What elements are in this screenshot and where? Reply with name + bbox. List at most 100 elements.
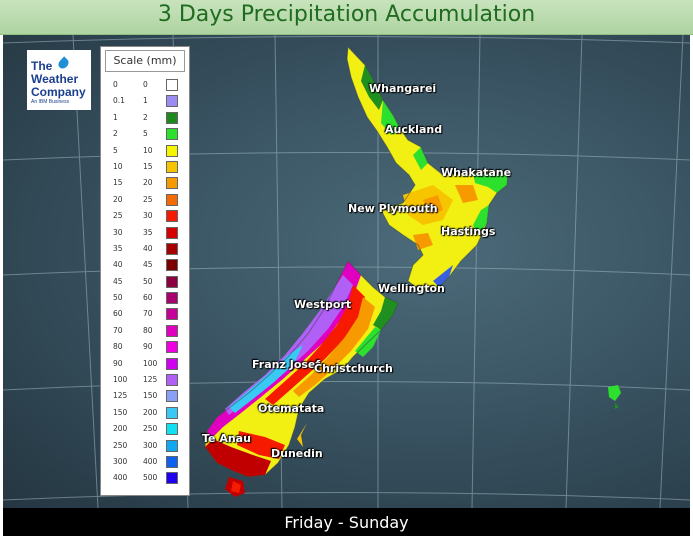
- scale-row-max: 25: [143, 194, 153, 204]
- scale-row-swatch: [166, 374, 178, 387]
- scale-row-swatch: [166, 226, 178, 239]
- scale-row: 300 400: [101, 454, 189, 470]
- scale-row-max: 1: [143, 96, 148, 106]
- scale-row-max: 400: [143, 456, 158, 466]
- scale-row-max: 5: [143, 129, 148, 139]
- scale-row-swatch: [166, 406, 178, 419]
- scale-row-swatch: [166, 324, 178, 337]
- scale-row-swatch: [166, 259, 178, 272]
- scale-row-swatch: [166, 423, 178, 436]
- scale-row-swatch: [166, 357, 178, 370]
- scale-row-min: 60: [113, 309, 123, 319]
- scale-row: 90 100: [101, 356, 189, 372]
- scale-row-swatch: [166, 177, 178, 190]
- scale-row-min: 400: [113, 473, 128, 483]
- scale-row-max: 0: [143, 80, 148, 89]
- scale-row-min: 10: [113, 161, 123, 171]
- city-label-new-plymouth: New Plymouth: [348, 202, 438, 215]
- scale-row-swatch: [166, 242, 178, 255]
- scale-row-swatch: [166, 341, 178, 354]
- scale-row-min: 300: [113, 456, 128, 466]
- city-label-christchurch: Christchurch: [314, 362, 393, 375]
- scale-row-max: 80: [143, 325, 153, 335]
- scale-row: 45 50: [101, 274, 189, 290]
- scale-row-swatch: [166, 292, 178, 305]
- logo-line-3: Company: [31, 85, 86, 99]
- scale-row: 10 15: [101, 159, 189, 175]
- logo-tagline: An IBM Business: [31, 99, 70, 105]
- scale-row-max: 200: [143, 407, 158, 417]
- north-island: [347, 47, 508, 291]
- scale-row-min: 5: [113, 145, 118, 155]
- scale-row-max: 45: [143, 260, 153, 270]
- scale-row: 70 80: [101, 323, 189, 339]
- scale-row-max: 60: [143, 293, 153, 303]
- scale-row-max: 100: [143, 358, 158, 368]
- scale-row-swatch: [166, 439, 178, 452]
- scale-legend: Scale (mm) 0 0 0.1 1 1 2 2 5 5 10 10 15 15 20 20 25 25 30…: [100, 46, 190, 496]
- city-label-te-anau: Te Anau: [202, 432, 251, 445]
- scale-row-min: 150: [113, 407, 128, 417]
- scale-row: 25 30: [101, 208, 189, 224]
- scale-row: 250 300: [101, 438, 189, 454]
- scale-row-swatch: [166, 210, 178, 223]
- scale-row-min: 90: [113, 358, 123, 368]
- scale-row-max: 300: [143, 440, 158, 450]
- scale-row-min: 0: [113, 80, 118, 89]
- scale-row-max: 30: [143, 211, 153, 221]
- scale-row-min: 100: [113, 375, 128, 385]
- scale-row-min: 40: [113, 260, 123, 270]
- scale-row-max: 35: [143, 227, 153, 237]
- scale-row-swatch: [166, 128, 178, 141]
- scale-row-max: 50: [143, 276, 153, 286]
- scale-row: 100 125: [101, 372, 189, 388]
- scale-row-min: 45: [113, 276, 123, 286]
- logo-line-1: The: [31, 59, 53, 73]
- scale-row-swatch: [166, 111, 178, 124]
- scale-row: 30 35: [101, 225, 189, 241]
- droplet-icon: [56, 56, 71, 71]
- city-label-westport: Westport: [294, 298, 352, 311]
- scale-row-min: 250: [113, 440, 128, 450]
- city-label-auckland: Auckland: [385, 123, 443, 136]
- scale-row-max: 15: [143, 161, 153, 171]
- scale-row: 200 250: [101, 421, 189, 437]
- scale-row-max: 90: [143, 342, 153, 352]
- map-title: 3 Days Precipitation Accumulation: [157, 2, 536, 27]
- scale-row: 15 20: [101, 175, 189, 191]
- scale-row-max: 40: [143, 243, 153, 253]
- scale-row: 50 60: [101, 290, 189, 306]
- scale-row-swatch: [166, 308, 178, 321]
- scale-row-max: 250: [143, 424, 158, 434]
- scale-row: 80 90: [101, 339, 189, 355]
- city-label-wellington: Wellington: [378, 282, 445, 295]
- city-label-otematata: Otematata: [258, 402, 325, 415]
- scale-row: 150 200: [101, 405, 189, 421]
- scale-row-min: 0.1: [113, 96, 125, 106]
- scale-rows: 0 0 0.1 1 1 2 2 5 5 10 10 15 15 20 20 25 25 30 30 35 35 40 40 4…: [101, 77, 189, 487]
- scale-row: 40 45: [101, 257, 189, 273]
- stewart-island-core: [231, 481, 241, 493]
- logo-line-2: Weather: [31, 72, 79, 86]
- scale-row-min: 35: [113, 243, 123, 253]
- weather-company-logo: The Weather Company An IBM Business: [27, 50, 91, 110]
- scale-row-max: 2: [143, 112, 148, 122]
- scale-row: 35 40: [101, 241, 189, 257]
- chatham-islands: [608, 385, 621, 401]
- scale-row-min: 70: [113, 325, 123, 335]
- scale-row-min: 15: [113, 178, 123, 188]
- scale-row-swatch: [166, 390, 178, 403]
- scale-row-max: 150: [143, 391, 158, 401]
- scale-row-max: 10: [143, 145, 153, 155]
- south-island: [205, 261, 398, 477]
- scale-row-min: 30: [113, 227, 123, 237]
- scale-row-swatch: [166, 455, 178, 468]
- city-label-hastings: Hastings: [441, 225, 496, 238]
- title-bar: 3 Days Precipitation Accumulation: [0, 0, 693, 35]
- city-label-franz-josef: Franz Josef: [252, 358, 321, 371]
- scale-row-min: 1: [113, 112, 118, 122]
- scale-row-min: 80: [113, 342, 123, 352]
